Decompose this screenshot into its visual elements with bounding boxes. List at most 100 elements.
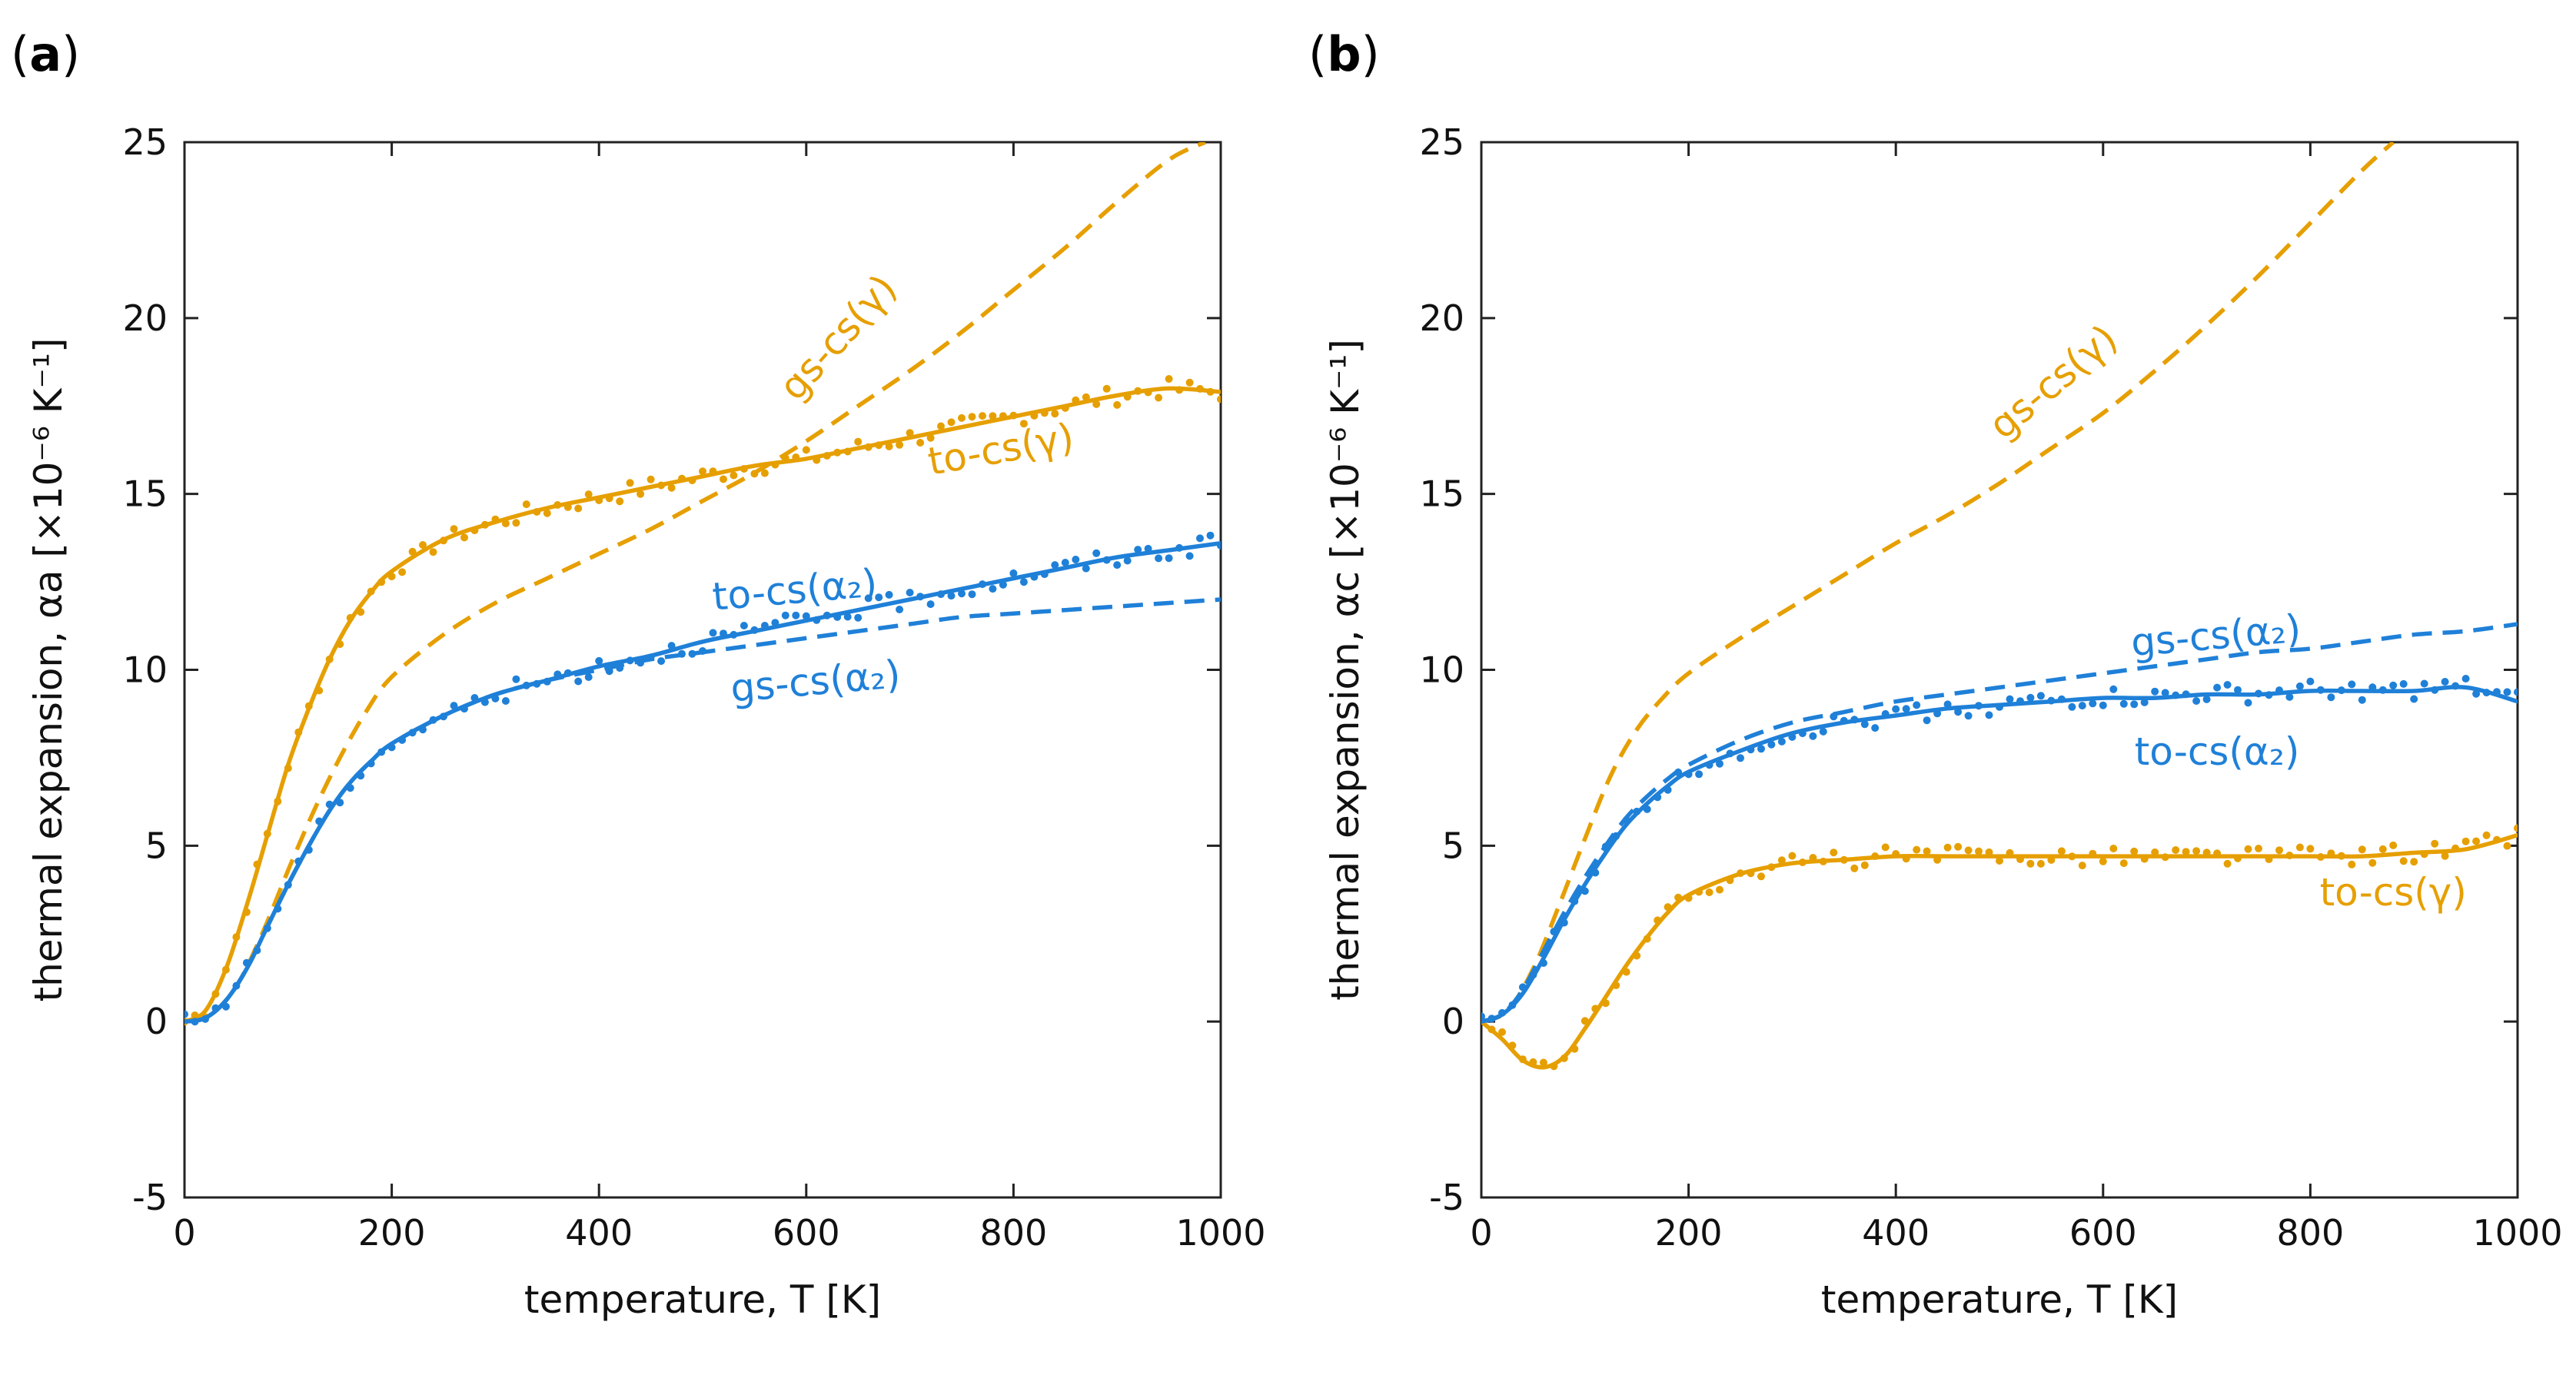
data-point-to-cs-: [1830, 849, 1838, 857]
series-line-to-cs--solid: [184, 540, 1221, 1024]
data-point-to-cs-: [2192, 697, 2201, 705]
data-point-to-cs-: [2099, 857, 2107, 865]
data-point-to-cs-: [2130, 700, 2139, 709]
data-point-to-cs-: [512, 675, 520, 683]
data-point-to-cs-: [626, 479, 634, 487]
y-tick-label: 15: [1419, 473, 1464, 515]
data-point-to-cs-: [1850, 864, 1859, 872]
data-point-to-cs-: [1155, 554, 1163, 563]
data-point-to-cs-: [2119, 859, 2128, 868]
data-point-to-cs-: [574, 504, 583, 513]
data-point-to-cs-: [2295, 843, 2304, 852]
data-point-to-cs-: [864, 594, 873, 603]
data-point-to-cs-: [968, 413, 976, 421]
data-point-to-cs-: [843, 613, 852, 621]
x-tick-label: 200: [1655, 1212, 1723, 1254]
curve-label: gs-cs(α₂): [2129, 606, 2303, 666]
data-point-to-cs-: [2109, 685, 2118, 693]
data-point-to-cs-: [1009, 569, 1018, 577]
data-point-to-cs-: [688, 649, 696, 658]
data-point-to-cs-: [574, 677, 583, 686]
data-point-to-cs-: [1871, 724, 1880, 732]
data-point-to-cs-: [1737, 754, 1744, 762]
data-point-to-cs-: [720, 475, 727, 483]
y-tick-label: -5: [132, 1177, 168, 1218]
x-tick-label: 1000: [1175, 1212, 1265, 1254]
data-point-to-cs-: [1954, 842, 1963, 851]
data-point-to-cs-: [699, 467, 706, 476]
data-point-to-cs-: [2223, 859, 2232, 868]
x-tick-label: 600: [773, 1212, 840, 1254]
data-point-to-cs-: [968, 590, 976, 599]
series-line-to-cs--solid: [184, 386, 1221, 1024]
y-tick-label: 0: [1442, 1001, 1464, 1042]
data-point-to-cs-: [2368, 859, 2377, 867]
data-point-to-cs-: [2472, 837, 2481, 845]
data-point-to-cs-: [1705, 888, 1713, 896]
data-point-to-cs-: [2441, 852, 2449, 860]
data-point-to-cs-: [2378, 845, 2387, 853]
data-point-to-cs-: [885, 442, 893, 450]
panel-b-chart: (b)0 200 400 600 800 1000-50510152025temperat…: [1308, 26, 2563, 1322]
data-point-to-cs-: [2503, 842, 2511, 850]
data-point-to-cs-: [1061, 559, 1069, 566]
data-point-to-cs-: [1217, 395, 1221, 404]
data-point-to-cs-: [947, 592, 956, 600]
data-point-to-cs-: [1913, 701, 1921, 709]
data-point-to-cs-: [1134, 546, 1142, 554]
data-point-to-cs-: [1767, 740, 1776, 749]
data-point-to-cs-: [1757, 745, 1765, 753]
data-point-to-cs-: [2151, 687, 2159, 696]
y-tick-label: 10: [1419, 649, 1464, 691]
data-point-to-cs-: [854, 613, 863, 622]
data-point-to-cs-: [2306, 845, 2315, 853]
curve-label: to-cs(γ): [2320, 870, 2467, 915]
data-point-to-cs-: [1206, 531, 1215, 540]
panel-label-a: (a): [11, 26, 80, 82]
data-point-to-cs-: [2026, 859, 2035, 868]
data-point-to-cs-: [1082, 564, 1090, 573]
data-point-to-cs-: [2389, 681, 2398, 689]
data-point-to-cs-: [1092, 400, 1101, 408]
data-point-to-cs-: [1498, 1028, 1506, 1036]
data-point-to-cs-: [595, 656, 603, 665]
y-tick-label: 10: [122, 649, 168, 691]
data-point-to-cs-: [2078, 862, 2086, 870]
data-point-to-cs-: [916, 439, 925, 447]
data-point-to-cs-: [2109, 845, 2118, 852]
x-tick-label: 800: [979, 1212, 1047, 1254]
data-point-to-cs-: [906, 589, 914, 596]
data-point-to-cs-: [1165, 554, 1173, 563]
data-point-to-cs-: [2399, 857, 2408, 865]
data-point-to-cs-: [1860, 720, 1869, 729]
data-point-to-cs-: [2244, 845, 2252, 853]
data-point-to-cs-: [657, 657, 666, 666]
data-point-to-cs-: [1943, 843, 1952, 852]
data-point-to-cs-: [543, 509, 551, 517]
data-point-to-cs-: [1695, 770, 1703, 779]
data-point-to-cs-: [450, 702, 458, 710]
data-point-to-cs-: [2399, 679, 2408, 688]
data-point-to-cs-: [1892, 705, 1900, 713]
y-tick-label: 25: [1419, 121, 1464, 163]
data-point-to-cs-: [1072, 556, 1080, 563]
data-point-to-cs-: [2006, 695, 2014, 703]
data-point-to-cs-: [989, 412, 997, 420]
data-point-to-cs-: [522, 500, 530, 509]
data-point-to-cs-: [875, 593, 883, 602]
data-point-to-cs-: [760, 469, 769, 477]
plot-area: [1481, 142, 2518, 1071]
data-point-to-cs-: [2472, 689, 2481, 698]
data-point-to-cs-: [2036, 859, 2045, 868]
x-tick-label: 400: [565, 1212, 633, 1254]
data-point-to-cs-: [885, 590, 893, 599]
data-point-to-cs-: [2234, 686, 2242, 694]
x-axis-label: temperature, T [K]: [1821, 1277, 2178, 1322]
data-point-to-cs-: [584, 673, 593, 681]
data-point-to-cs-: [584, 490, 593, 499]
data-point-to-cs-: [1051, 410, 1059, 418]
data-point-to-cs-: [958, 590, 966, 598]
data-point-to-cs-: [2192, 847, 2201, 855]
data-point-to-cs-: [906, 429, 914, 437]
